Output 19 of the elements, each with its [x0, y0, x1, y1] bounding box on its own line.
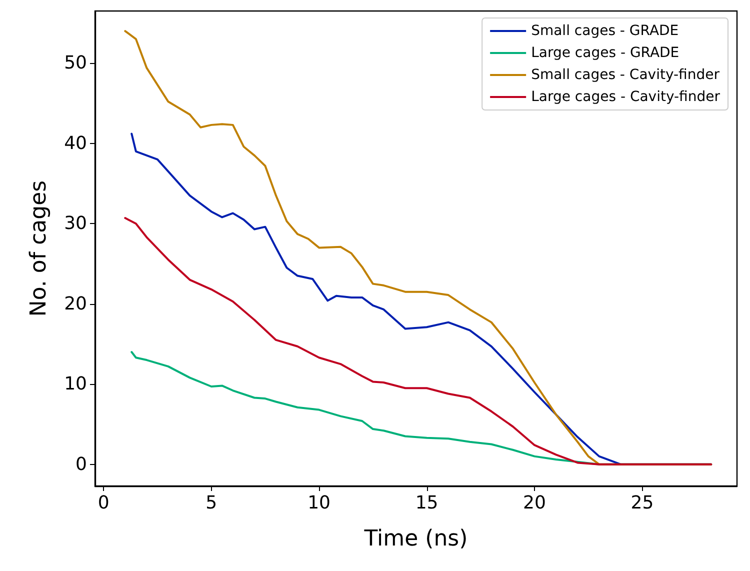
- x-tick-label: 5: [206, 492, 218, 514]
- y-tick-label: 0: [76, 454, 87, 475]
- y-tick-label: 10: [64, 374, 87, 395]
- x-tick-label: 20: [523, 492, 546, 514]
- y-tick-label: 50: [64, 52, 87, 74]
- legend-label: Large cages - GRADE: [531, 45, 680, 61]
- legend-label: Small cages - Cavity-finder: [531, 67, 720, 83]
- legend-label: Large cages - Cavity-finder: [531, 89, 720, 105]
- line-series: [124, 217, 712, 466]
- y-tick-label: 20: [64, 293, 87, 314]
- x-tick-label: 25: [630, 492, 654, 514]
- x-tick-label: 15: [415, 492, 438, 514]
- legend-label: Small cages - GRADE: [531, 23, 679, 39]
- x-axis-title: Time (ns): [363, 526, 468, 552]
- x-tick-label: 0: [98, 492, 110, 514]
- y-tick-label: 30: [64, 213, 87, 234]
- y-tick-label: 40: [64, 132, 87, 154]
- x-tick-label: 10: [308, 492, 331, 514]
- y-axis-title: No. of cages: [26, 180, 52, 317]
